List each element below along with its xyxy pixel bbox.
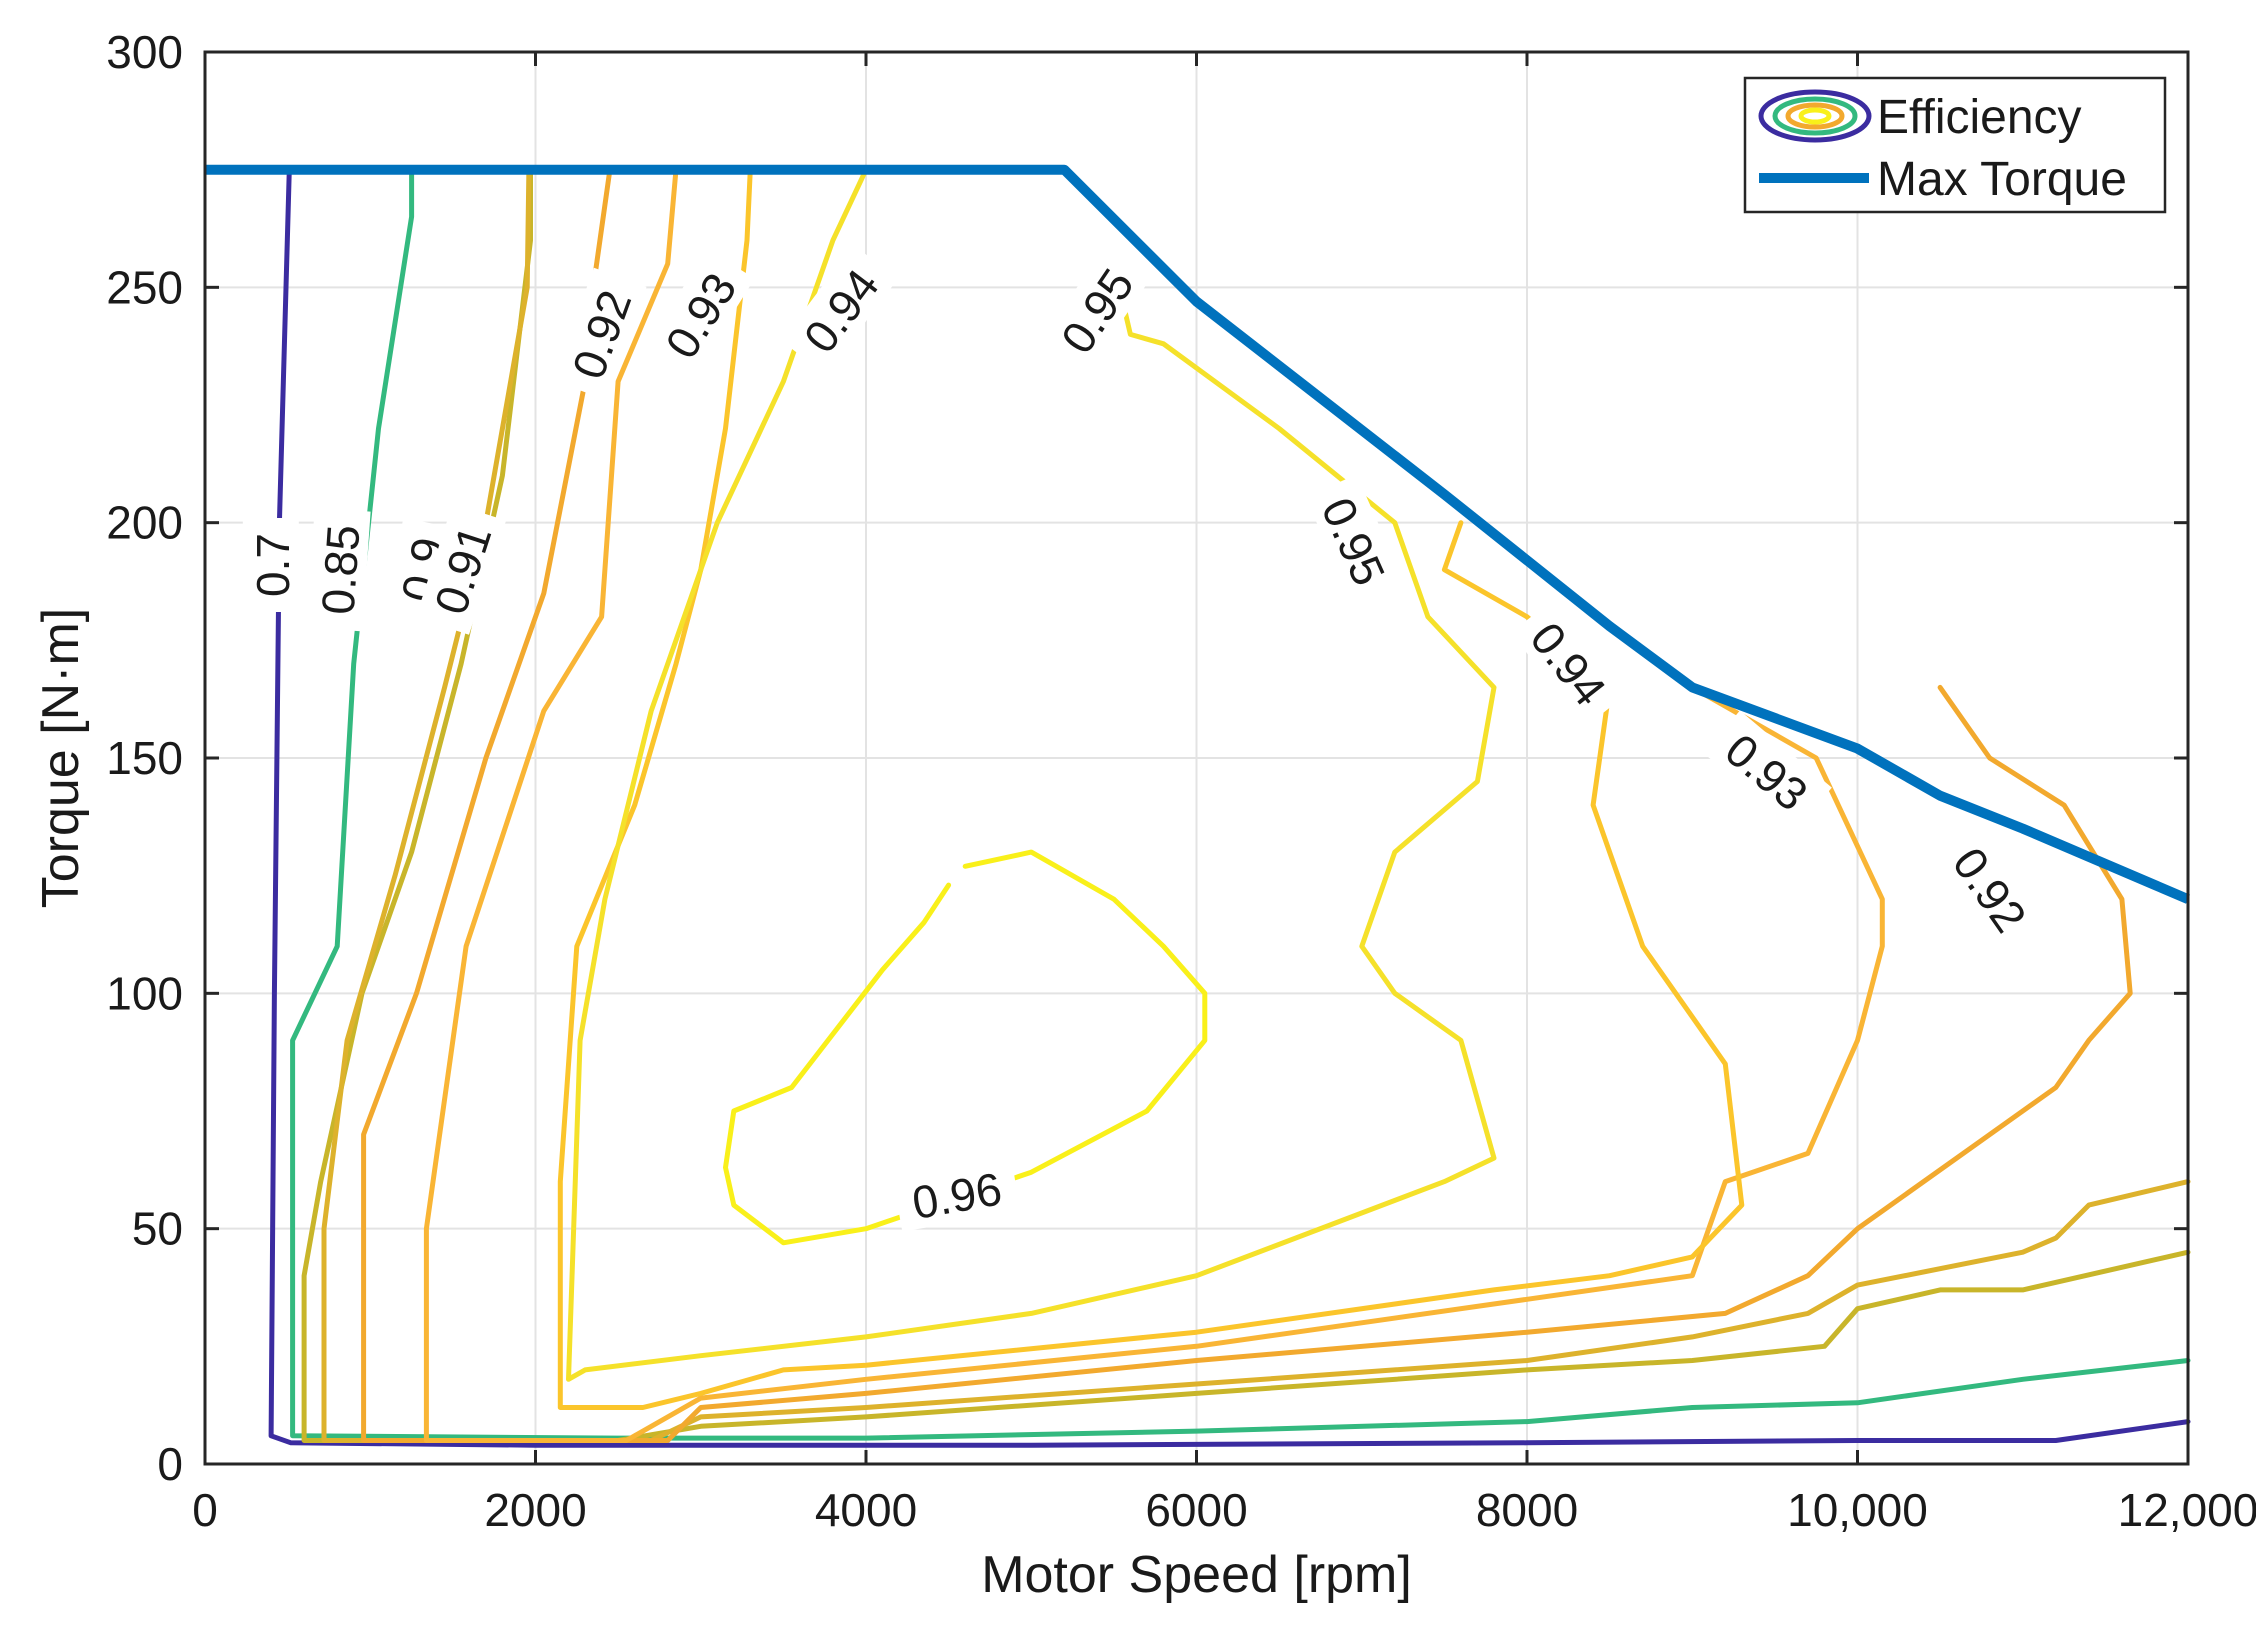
- legend-ring: [1785, 102, 1845, 130]
- x-tick-label: 2000: [484, 1484, 586, 1536]
- contour-label-text: 0.85: [311, 523, 369, 616]
- y-tick-label: 50: [132, 1203, 183, 1255]
- y-tick-label: 200: [106, 497, 183, 549]
- contour-label-backing: [1933, 823, 2049, 954]
- legend-label-efficiency: Efficiency: [1877, 91, 2082, 144]
- legend-label-max-torque: Max Torque: [1877, 153, 2127, 206]
- contour-label-backing: [892, 1155, 1021, 1232]
- contour-line-0_96: [723, 849, 1208, 1246]
- contour-line-0_94: [557, 167, 1745, 1410]
- legend: Efficiency Max Torque: [1743, 76, 2167, 214]
- x-tick-label: 8000: [1476, 1484, 1578, 1536]
- y-tick-label: 100: [106, 967, 183, 1019]
- y-tick-label: 0: [157, 1438, 183, 1490]
- y-axis-ticks: 0 50 100 150 200 250 300: [106, 26, 2188, 1490]
- contour-label-backing: [242, 518, 299, 612]
- contour-label-backing: [1703, 710, 1832, 831]
- efficiency-contour-icon: [1758, 89, 1872, 143]
- y-tick-label: 250: [106, 261, 183, 313]
- contour-labels: 0.7 0.85 0.90.910.92 0.93 0.94 0.950.950.940.…: [242, 244, 2049, 1232]
- legend-ring: [1798, 107, 1832, 125]
- x-tick-label: 6000: [1145, 1484, 1247, 1536]
- contour-label-backing: [1038, 244, 1153, 376]
- x-tick-label: 0: [192, 1484, 218, 1536]
- contour-label-6: 0.94: [781, 244, 899, 375]
- max-torque-line: [205, 164, 2190, 904]
- contour-label-1: 0.85: [306, 507, 371, 632]
- max-torque-curve: [205, 164, 2190, 904]
- y-tick-label: 150: [106, 732, 183, 784]
- contour-label-text: 0.7: [247, 533, 299, 597]
- contour-label-backing: [1305, 474, 1406, 607]
- contour-label-0: 0.7: [242, 518, 299, 612]
- contour-line-0_91: [321, 167, 2191, 1443]
- x-tick-label: 10,000: [1787, 1484, 1928, 1536]
- legend-ring: [1772, 96, 1858, 136]
- contour-line-0_93: [423, 167, 1885, 1443]
- contour-label-backing: [306, 507, 371, 632]
- x-tick-label: 4000: [815, 1484, 917, 1536]
- x-axis-label: Motor Speed [rpm]: [981, 1546, 1412, 1604]
- y-axis-label: Torque [N·m]: [32, 608, 90, 909]
- contour-label-backing: [1510, 598, 1629, 728]
- contour-label-backing: [781, 244, 899, 375]
- contour-label-backing: [643, 248, 755, 381]
- contour-label-backing: [552, 267, 647, 400]
- legend-ring: [1758, 89, 1872, 143]
- x-axis-ticks: 0 2000 4000 6000 8000 10,000 12,000: [192, 52, 2256, 1536]
- x-tick-label: 12,000: [2118, 1484, 2256, 1536]
- contour-line-0_92: [361, 167, 2133, 1443]
- contour-label-12: 0.96: [892, 1155, 1021, 1232]
- y-tick-label: 300: [106, 26, 183, 78]
- contour-line-0_9: [301, 167, 2191, 1443]
- contour-line-0_7: [268, 167, 2191, 1448]
- contour-label-backing: [415, 503, 507, 635]
- contour-line-0_95: [566, 167, 1497, 1382]
